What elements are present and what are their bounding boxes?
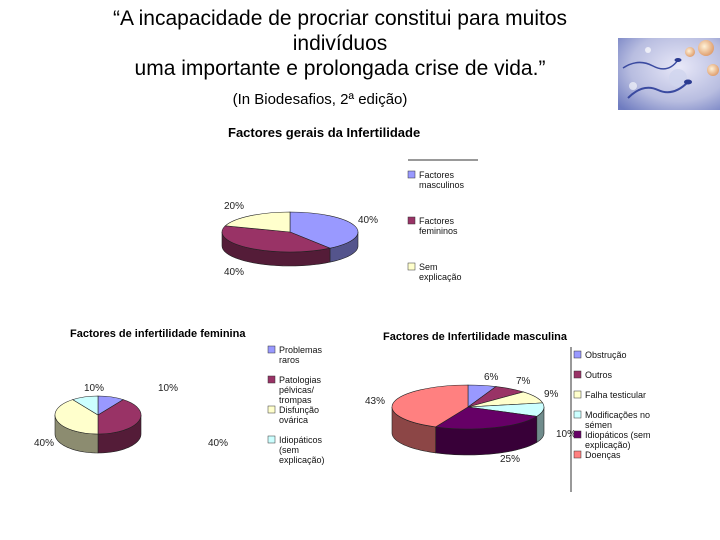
legend-entry: Modificações no sémen [573,410,650,430]
pie-slice [391,384,469,428]
pie-slice [221,225,331,253]
data-label: 9% [544,389,559,400]
legend-label: Disfunção ovárica [279,405,319,425]
legend-entry: Outros [573,370,613,380]
legend-swatch [407,262,416,271]
legend-swatch [267,405,276,414]
quote-line-1: “A incapacidade de procriar constitui pa… [112,7,568,30]
legend-swatch [407,216,416,225]
legend-label: Obstrução [585,350,627,360]
legend-entry: Obstrução [573,350,627,360]
data-label: 40% [358,215,378,226]
legend-entry: Idiopáticos (sem explicação) [573,430,651,450]
legend-label: Doenças [585,450,621,460]
data-label: 40% [34,438,54,449]
legend-entry: Sem explicação [407,262,462,282]
pie-slice [72,395,99,416]
pie-slice [97,399,142,435]
data-label: 25% [500,454,520,465]
legend-label: Factores masculinos [419,170,465,190]
pie-chart-2: Factores de infertilidade feminina 10% 40%… [34,328,325,465]
legend-swatch [573,410,582,419]
legend-entry: Problemas raros [267,345,323,365]
legend-label: Patologias pélvicas/trompas [279,375,322,405]
legend-label: Falha testicular [585,390,646,400]
legend-swatch [573,370,582,379]
legend-entry: Falha testicular [573,390,646,400]
legend-label: Factores femininos [419,216,458,236]
chart-title: Factores de infertilidade feminina [70,328,246,340]
legend-swatch [573,430,582,439]
legend-label: Problemas raros [279,345,323,365]
legend-entry: Doenças [573,450,621,460]
legend-label: Sem explicação [419,262,462,282]
data-label: 20% [224,201,244,212]
pie-slice [224,211,291,233]
legend-entry: Disfunção ovárica [267,405,319,425]
data-label: 43% [365,396,385,407]
legend-swatch [573,350,582,359]
data-label: 10% [556,429,576,440]
legend-swatch [267,345,276,354]
slide-quote: “A incapacidade de procriar constitui pa… [40,6,640,81]
legend-entry: Factores femininos [407,216,458,236]
data-label: 7% [516,376,531,387]
legend-swatch [573,450,582,459]
data-label: 40% [224,267,244,278]
legend-swatch [573,390,582,399]
quote-line-2: indivíduos [292,32,388,55]
legend-swatch [267,375,276,384]
legend-label: Outros [585,370,613,380]
data-label: 40% [208,438,228,449]
sperm-cells-image [618,38,720,110]
legend-entry: Patologias pélvicas/trompas [267,375,322,405]
legend-label: Idiopáticos (sem explicação) [279,435,325,465]
quote-source: (In Biodesafios, 2ª edição) [232,91,408,108]
pie-chart-1: Factores gerais da Infertilidade 40% 40% 20… [221,125,478,282]
pie-chart-3: Factores de Infertilidade masculina 6% 7% 9… [365,331,651,492]
pie-slice [289,211,359,249]
legend-label: Modificações no sémen [585,410,650,430]
data-label: 10% [84,383,104,394]
legend-swatch [407,170,416,179]
pie-slice [434,406,538,430]
chart-title: Factores gerais da Infertilidade [228,125,420,140]
pie-slice [54,399,99,435]
quote-line-3: uma importante e prolongada crise de vid… [134,57,546,80]
legend-label: Idiopáticos (sem explicação) [585,430,651,450]
data-label: 10% [158,383,178,394]
legend-swatch [267,435,276,444]
chart-title: Factores de Infertilidade masculina [383,331,568,343]
legend-entry: Idiopáticos (sem explicação) [267,435,325,465]
legend-entry: Factores masculinos [407,170,465,190]
data-label: 6% [484,372,499,383]
